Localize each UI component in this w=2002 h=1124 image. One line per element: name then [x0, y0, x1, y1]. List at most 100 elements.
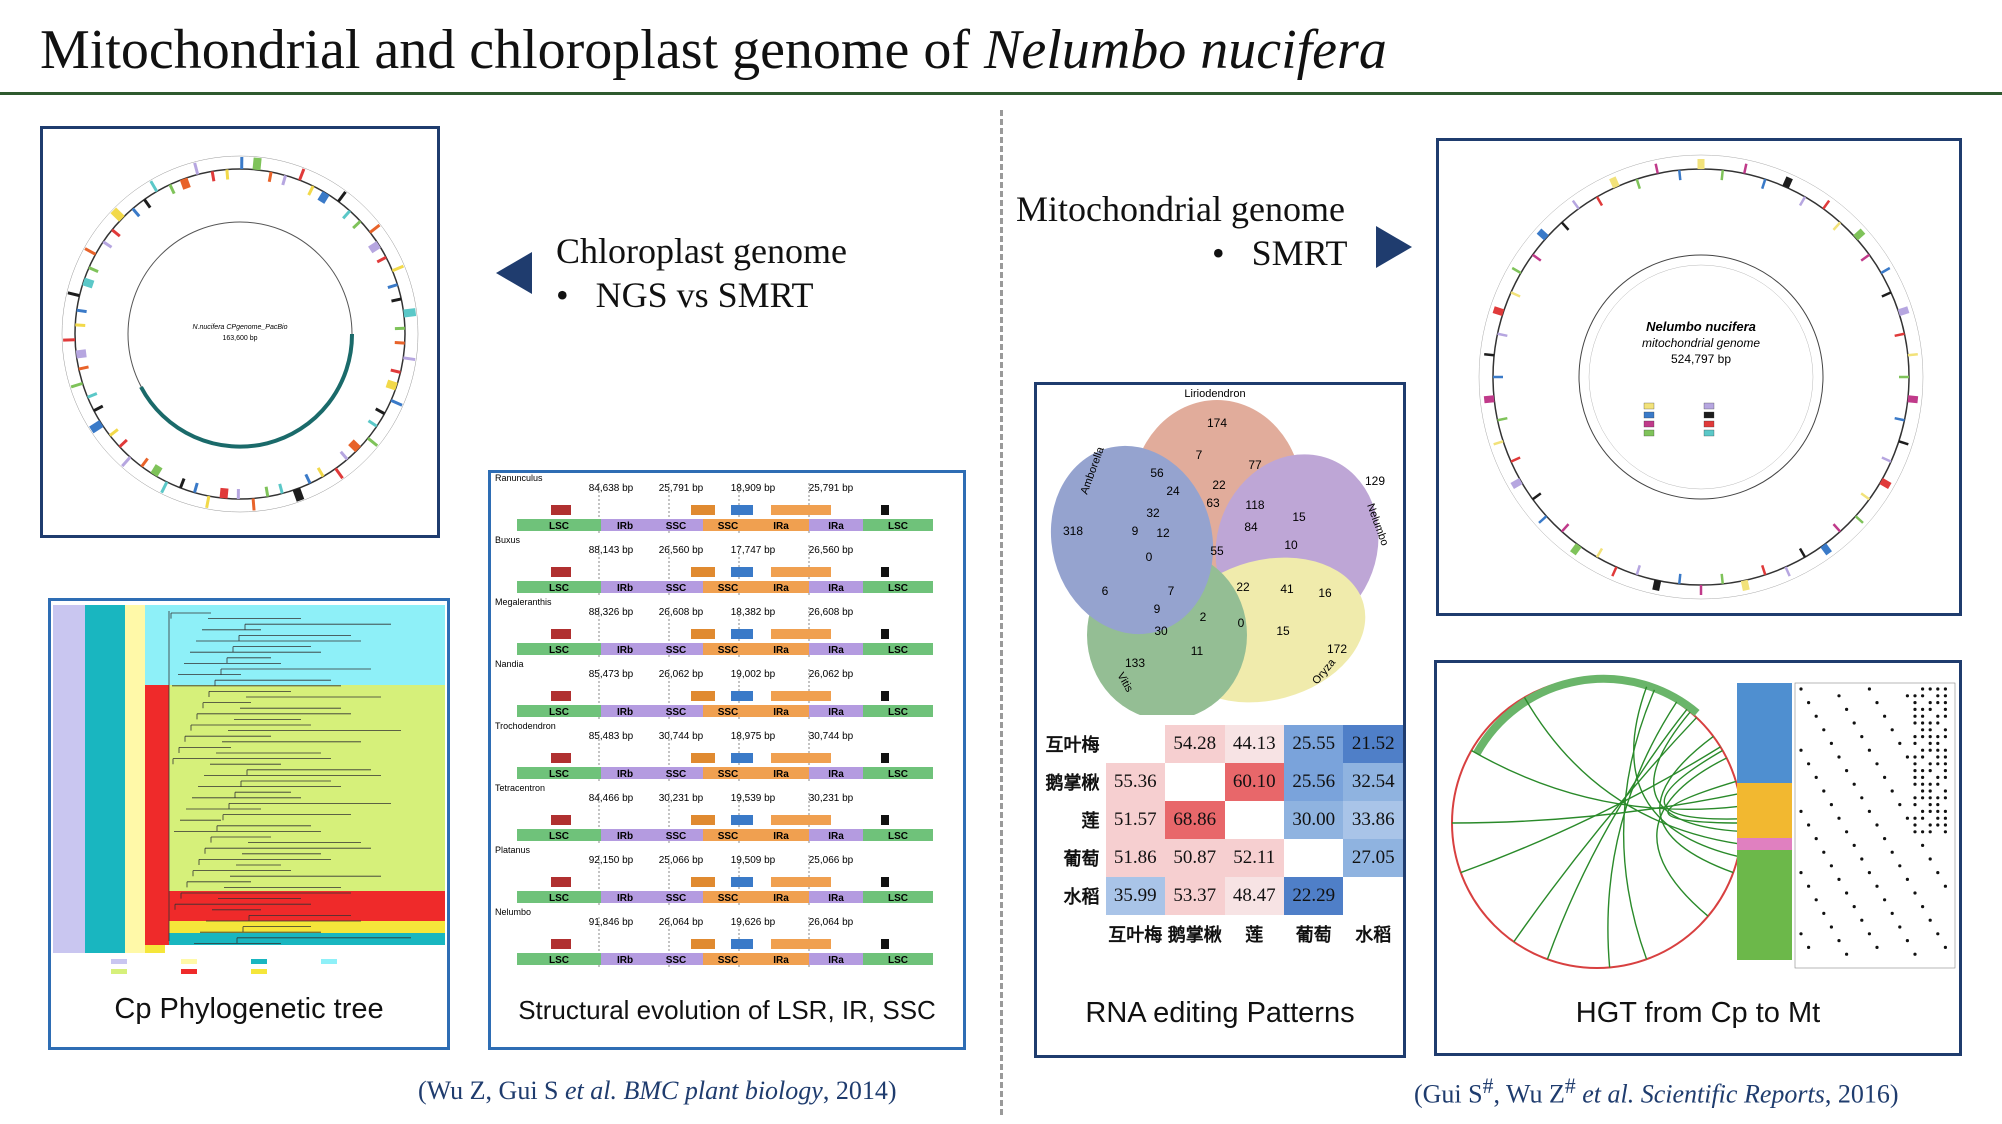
heatmap-cell: 52.11 — [1224, 839, 1284, 877]
struct-region-label: LSC — [888, 645, 908, 656]
struct-size-label: 17,747 bp — [731, 545, 776, 556]
tree-caption: Cp Phylogenetic tree — [114, 993, 384, 1025]
phylo-tree — [53, 605, 445, 979]
heatmap-cell: 35.99 — [1105, 877, 1166, 915]
venn-diagram: Liriodendron Nelumbo Oryza Vitis Amborel… — [1050, 388, 1391, 715]
ref-right-journal: Scientific Reports — [1634, 1079, 1825, 1109]
heatmap-cell: 51.57 — [1105, 801, 1166, 839]
struct-region-label: SSC — [666, 583, 687, 594]
title-rule — [0, 92, 2002, 95]
struct-size-label: 30,231 bp — [659, 793, 704, 804]
center-divider — [1000, 110, 1003, 1115]
cp-bullet: • NGS vs SMRT — [556, 275, 814, 315]
venn-count: 15 — [1292, 510, 1306, 524]
venn-count: 172 — [1327, 642, 1347, 656]
struct-size-label: 85,473 bp — [589, 669, 634, 680]
struct-region-label: SSC — [666, 955, 687, 966]
struct-region-label: LSC — [549, 955, 569, 966]
struct-size-label: 84,638 bp — [589, 483, 634, 494]
struct-region-label: LSC — [888, 893, 908, 904]
rna-editing-panel: Liriodendron Nelumbo Oryza Vitis Amborel… — [1034, 382, 1406, 1058]
venn-count: 22 — [1212, 478, 1226, 492]
heatmap-cell: 25.56 — [1283, 763, 1344, 801]
heatmap-cell: 27.05 — [1343, 839, 1403, 877]
cp-genome-map: N.nucifera CPgenome_PacBio 163,600 bp — [61, 155, 419, 513]
struct-region-label: IRa — [773, 707, 789, 718]
venn-count: 174 — [1207, 416, 1227, 430]
struct-region-label: SSC — [666, 645, 687, 656]
venn-count: 63 — [1206, 496, 1220, 510]
venn-count: 318 — [1063, 524, 1083, 538]
venn-caption: RNA editing Patterns — [1085, 997, 1355, 1029]
struct-region-label: IRa — [828, 831, 844, 842]
struct-size-label: 85,483 bp — [589, 731, 634, 742]
mt-heading: Mitochondrial genome — [1016, 189, 1345, 229]
struct-size-label: 91,846 bp — [589, 917, 634, 928]
ref-right-a2: , Wu Z — [1493, 1079, 1565, 1109]
venn-count: 7 — [1168, 584, 1175, 598]
struct-region-label: SSC — [666, 769, 687, 780]
venn-count: 16 — [1318, 586, 1332, 600]
struct-region-label: IRb — [617, 521, 633, 532]
venn-label-liriodendron: Liriodendron — [1184, 388, 1245, 400]
struct-species-label: Megaleranthis — [495, 597, 552, 607]
heatmap-row-label: 互叶梅 — [1045, 735, 1100, 756]
heatmap-cell: 21.52 — [1343, 725, 1403, 763]
left-reference: (Wu Z, Gui S et al. BMC plant biology, 2… — [418, 1076, 897, 1106]
heatmap-cell: 53.37 — [1165, 877, 1225, 915]
struct-region-label: IRa — [828, 893, 844, 904]
struct-region-label: LSC — [888, 831, 908, 842]
struct-region-label: SSC — [718, 645, 739, 656]
cp-heading: Chloroplast genome — [556, 231, 847, 271]
heatmap-cell: 68.86 — [1165, 801, 1225, 839]
heatmap-col-label: 鹅掌楸 — [1167, 925, 1222, 946]
venn-set-amborella — [1050, 445, 1214, 635]
heatmap-cell: 54.28 — [1165, 725, 1225, 763]
struct-size-label: 26,064 bp — [809, 917, 854, 928]
venn-count: 77 — [1248, 458, 1262, 472]
struct-region-label: LSC — [549, 707, 569, 718]
struct-region-label: LSC — [549, 521, 569, 532]
venn-count: 30 — [1154, 624, 1168, 638]
heatmap-cell: 55.36 — [1105, 763, 1166, 801]
struct-size-label: 19,002 bp — [731, 669, 776, 680]
heatmap-cell: 33.86 — [1343, 801, 1403, 839]
heatmap-cell — [1343, 877, 1403, 915]
heatmap-cell: 30.00 — [1283, 801, 1344, 839]
mt-map-line1: Nelumbo nucifera — [1646, 319, 1756, 334]
struct-region-label: SSC — [666, 831, 687, 842]
struct-size-label: 25,066 bp — [659, 855, 704, 866]
struct-region-label: IRa — [773, 583, 789, 594]
left-arrow-icon — [496, 252, 532, 294]
struct-size-label: 19,626 bp — [731, 917, 776, 928]
heatmap-cell — [1224, 801, 1284, 839]
heatmap-col-label: 水稻 — [1355, 925, 1392, 946]
venn-count: 10 — [1284, 538, 1298, 552]
struct-size-label: 25,066 bp — [809, 855, 854, 866]
venn-count: 55 — [1210, 544, 1224, 558]
struct-region-label: IRb — [617, 583, 633, 594]
ref-right-sup1: # — [1482, 1074, 1494, 1098]
struct-region-label: IRa — [828, 583, 844, 594]
struct-region-label: IRb — [617, 893, 633, 904]
struct-region-label: SSC — [718, 521, 739, 532]
struct-region-label: IRa — [828, 521, 844, 532]
struct-region-label: IRb — [617, 645, 633, 656]
title-text: Mitochondrial and chloroplast genome of — [40, 19, 984, 81]
heatmap-cell: 25.55 — [1283, 725, 1344, 763]
struct-size-label: 30,744 bp — [809, 731, 854, 742]
hgt-figure — [1451, 674, 1956, 969]
struct-region-label: SSC — [718, 707, 739, 718]
struct-size-label: 88,143 bp — [589, 545, 634, 556]
heatmap-cell: 22.29 — [1283, 877, 1344, 915]
right-reference: (Gui S#, Wu Z# et al. Scientific Reports… — [1414, 1074, 1899, 1110]
mt-genome-map-panel: Nelumbo nucifera mitochondrial genome 52… — [1436, 138, 1962, 616]
struct-size-label: 26,062 bp — [659, 669, 704, 680]
struct-size-label: 30,231 bp — [809, 793, 854, 804]
struct-region-label: LSC — [549, 583, 569, 594]
mt-bullet-text: SMRT — [1251, 233, 1348, 273]
struct-region-label: IRa — [773, 521, 789, 532]
mt-genome-map: Nelumbo nucifera mitochondrial genome 52… — [1478, 154, 1924, 600]
struct-region-label: SSC — [666, 521, 687, 532]
ref-left-etal: et al. — [565, 1076, 617, 1105]
